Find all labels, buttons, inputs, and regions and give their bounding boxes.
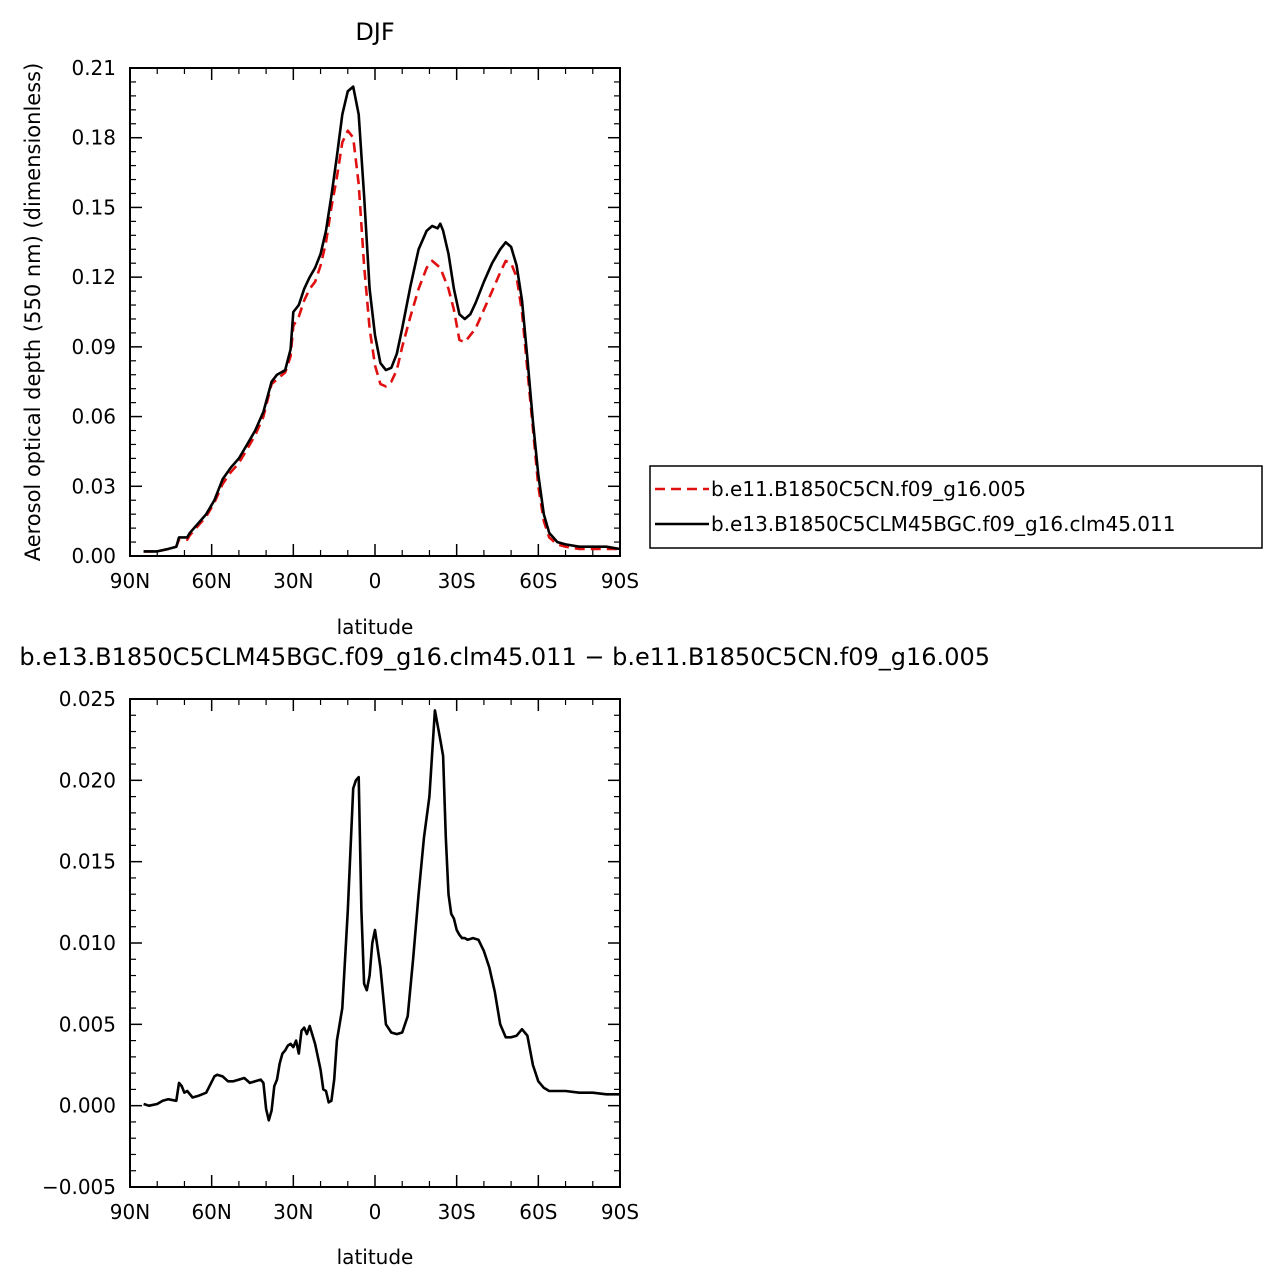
x-tick-label: 60N — [191, 569, 231, 593]
y-tick-label: 0.06 — [71, 405, 116, 429]
x-tick-label: 90N — [110, 569, 150, 593]
x-axis-label: latitude — [337, 615, 414, 639]
legend-label-series-2: b.e13.B1850C5CLM45BGC.f09_g16.clm45.011 — [711, 512, 1175, 536]
aod-panel: DJF Aerosol optical depth (550 nm) (dime… — [21, 18, 639, 639]
x-tick-label: 90N — [110, 1200, 150, 1224]
x-tick-label: 30S — [438, 569, 476, 593]
x-tick-label: 0 — [369, 1200, 382, 1224]
series-line-1 — [143, 709, 620, 1122]
y-tick-label: 0.15 — [71, 195, 116, 219]
series-lines — [143, 85, 621, 553]
legend-label-series-1: b.e11.B1850C5CN.f09_g16.005 — [711, 477, 1026, 501]
x-tick-label: 30S — [438, 1200, 476, 1224]
series-line-2 — [143, 85, 621, 553]
y-tick-label: 0.015 — [59, 850, 116, 874]
x-tick-label: 60S — [519, 569, 557, 593]
axis-ticks: 90N 60N 30N 0 30S 60S 90S 0.00 0.03 0.06 0.09 0.12 0… — [71, 56, 639, 593]
y-tick-label: 0.025 — [59, 687, 116, 711]
x-tick-label: 90S — [601, 1200, 639, 1224]
x-tick-label: 0 — [369, 569, 382, 593]
y-tick-label: 0.09 — [71, 335, 116, 359]
x-tick-label: 60S — [519, 1200, 557, 1224]
y-tick-label: 0.020 — [59, 768, 116, 792]
x-axis-label-bottom: latitude — [337, 1245, 414, 1269]
chart-title: DJF — [355, 18, 394, 46]
x-tick-label: 30N — [273, 1200, 313, 1224]
plot-frame-bottom — [129, 698, 621, 1188]
y-tick-label: 0.010 — [59, 931, 116, 955]
y-tick-label: −0.005 — [42, 1175, 116, 1199]
y-tick-label: 0.18 — [71, 126, 116, 150]
difference-panel: b.e13.B1850C5CLM45BGC.f09_g16.clm45.011 … — [19, 643, 990, 1269]
x-tick-label: 60N — [191, 1200, 231, 1224]
legend: b.e11.B1850C5CN.f09_g16.005 b.e13.B1850C… — [649, 465, 1263, 549]
y-tick-label: 0.000 — [59, 1094, 116, 1118]
y-tick-label: 0.21 — [71, 56, 116, 80]
y-tick-label: 0.03 — [71, 474, 116, 498]
x-tick-label: 30N — [273, 569, 313, 593]
axis-ticks-bottom: 90N 60N 30N 0 30S 60S 90S −0.005 0.000 0.005 0.010… — [42, 687, 639, 1224]
y-tick-label: 0.00 — [71, 544, 116, 568]
x-tick-label: 90S — [601, 569, 639, 593]
series-line-1 — [143, 129, 620, 553]
y-tick-label: 0.005 — [59, 1012, 116, 1036]
legend-box — [649, 465, 1263, 549]
y-axis-label: Aerosol optical depth (550 nm) (dimensio… — [21, 63, 45, 562]
plot-frame — [129, 67, 621, 557]
difference-title: b.e13.B1850C5CLM45BGC.f09_g16.clm45.011 … — [19, 643, 990, 671]
series-lines-bottom — [143, 709, 620, 1122]
y-tick-label: 0.12 — [71, 265, 116, 289]
